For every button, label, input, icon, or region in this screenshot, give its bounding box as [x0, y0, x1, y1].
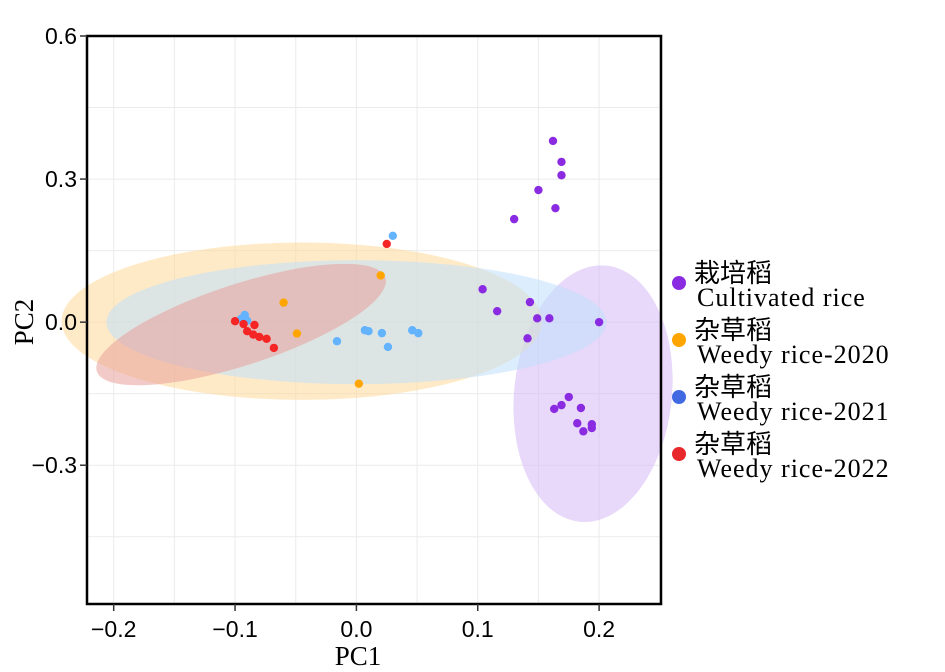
legend-label-cn: 杂草稻: [694, 316, 772, 345]
data-point: [332, 337, 342, 346]
legend-marker: [672, 390, 686, 404]
legend-label-cn: 栽培稻: [694, 259, 772, 288]
data-point: [545, 314, 554, 323]
data-points: [230, 136, 604, 436]
data-point: [262, 334, 271, 344]
y-tick-label: 0.6: [45, 23, 77, 49]
data-point: [240, 313, 249, 322]
data-point: [383, 342, 393, 352]
data-point: [279, 298, 288, 307]
data-point: [594, 317, 604, 327]
data-point: [509, 214, 519, 224]
x-tick-label: 0.1: [462, 616, 494, 642]
data-point: [354, 379, 364, 388]
data-point: [382, 239, 391, 249]
data-point: [478, 285, 487, 294]
data-point: [557, 171, 566, 180]
legend-label-en: Weedy rice-2021: [697, 397, 890, 426]
data-point: [573, 419, 582, 428]
legend-label-en: Weedy rice-2020: [697, 340, 890, 369]
data-point: [230, 316, 240, 326]
legend-label-cn: 杂草稻: [694, 430, 772, 459]
data-point: [269, 343, 279, 353]
legend-marker: [672, 276, 686, 290]
data-point: [557, 157, 566, 167]
x-tick-label: −0.2: [91, 616, 136, 642]
x-tick-label: 0.2: [583, 616, 615, 642]
data-point: [388, 231, 398, 241]
data-point: [377, 328, 387, 338]
legend-label-en: Cultivated rice: [697, 283, 866, 312]
y-tick-label: −0.3: [32, 452, 77, 478]
x-tick-label: −0.1: [212, 616, 257, 642]
data-point: [550, 404, 559, 414]
data-point: [533, 314, 542, 323]
y-axis-ticks: 0.6 0.3 0.0 −0.3: [32, 23, 87, 478]
legend-marker: [672, 447, 686, 461]
data-point: [292, 329, 302, 338]
legend-label-cn: 杂草稻: [694, 373, 772, 402]
plot-frame: [85, 34, 663, 606]
data-point: [564, 392, 573, 402]
data-point: [525, 297, 535, 307]
data-point: [557, 400, 566, 410]
data-point: [548, 136, 558, 146]
data-point: [587, 420, 597, 429]
data-point: [551, 203, 560, 213]
data-point: [576, 403, 586, 413]
x-axis-ticks: −0.2 −0.1 0.0 0.1 0.2: [91, 604, 615, 642]
data-point: [414, 328, 423, 338]
legend-marker: [672, 333, 686, 347]
y-tick-label: 0.3: [45, 166, 77, 192]
data-point: [239, 319, 248, 329]
x-tick-label: 0.0: [340, 616, 372, 642]
confidence-ellipses: [61, 242, 673, 523]
data-point: [250, 320, 259, 330]
data-point: [492, 306, 502, 316]
data-point: [534, 185, 543, 195]
legend-label-en: Weedy rice-2022: [697, 454, 890, 483]
data-point: [364, 327, 373, 336]
x-axis-title: PC1: [335, 641, 382, 671]
data-point: [255, 332, 264, 342]
y-axis-title: PC2: [9, 299, 39, 346]
data-point: [523, 334, 532, 343]
y-tick-label: 0.0: [45, 309, 77, 335]
data-point: [376, 271, 385, 280]
data-point: [579, 427, 588, 436]
